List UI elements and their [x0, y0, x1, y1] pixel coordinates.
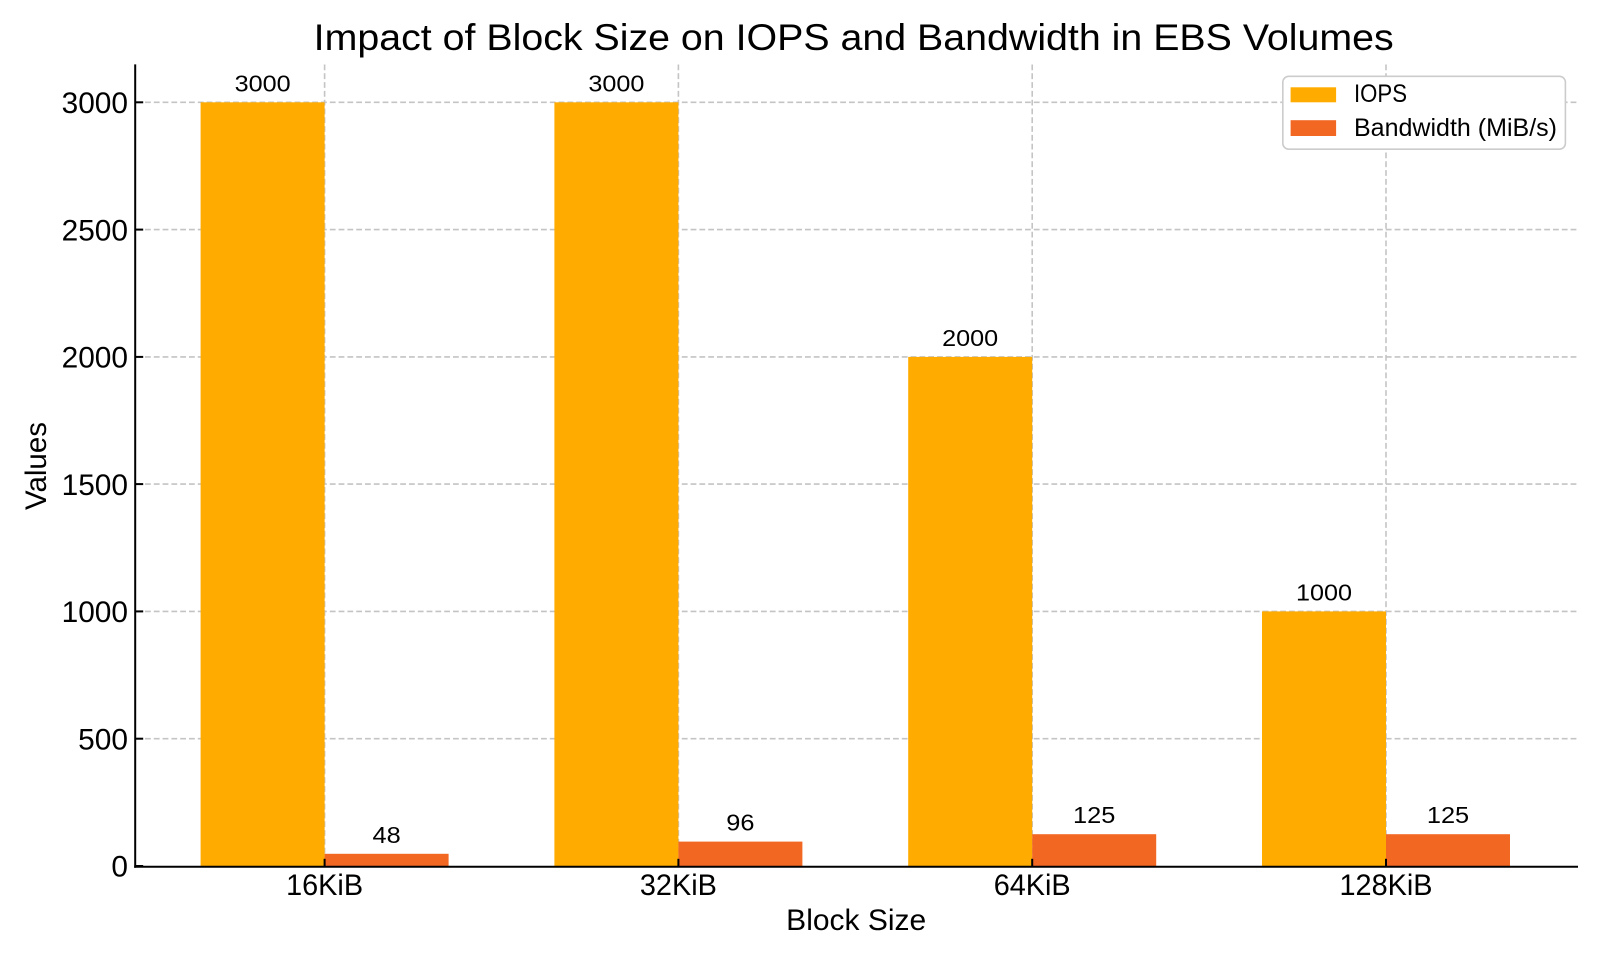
- svg-text:IOPS: IOPS: [1354, 80, 1407, 108]
- svg-text:1500: 1500: [62, 469, 128, 502]
- svg-text:500: 500: [78, 723, 128, 756]
- svg-text:48: 48: [373, 822, 401, 848]
- svg-text:96: 96: [726, 810, 754, 836]
- svg-text:2000: 2000: [62, 342, 128, 375]
- svg-text:3000: 3000: [62, 87, 128, 120]
- svg-text:3000: 3000: [588, 70, 644, 96]
- svg-text:3000: 3000: [235, 70, 291, 96]
- svg-text:125: 125: [1073, 802, 1115, 828]
- svg-text:1000: 1000: [62, 596, 128, 629]
- svg-text:128KiB: 128KiB: [1340, 869, 1433, 902]
- svg-text:64KiB: 64KiB: [994, 869, 1071, 902]
- svg-text:125: 125: [1427, 802, 1469, 828]
- svg-text:0: 0: [111, 851, 128, 884]
- svg-text:Bandwidth (MiB/s): Bandwidth (MiB/s): [1354, 114, 1557, 142]
- svg-text:1000: 1000: [1296, 579, 1352, 605]
- svg-text:2000: 2000: [942, 325, 998, 351]
- svg-text:16KiB: 16KiB: [286, 869, 363, 902]
- svg-text:Block Size: Block Size: [786, 904, 926, 937]
- svg-text:Values: Values: [20, 422, 53, 510]
- svg-text:Impact of Block Size on IOPS a: Impact of Block Size on IOPS and Bandwid…: [314, 16, 1394, 58]
- svg-text:2500: 2500: [62, 214, 128, 247]
- svg-text:32KiB: 32KiB: [640, 869, 717, 902]
